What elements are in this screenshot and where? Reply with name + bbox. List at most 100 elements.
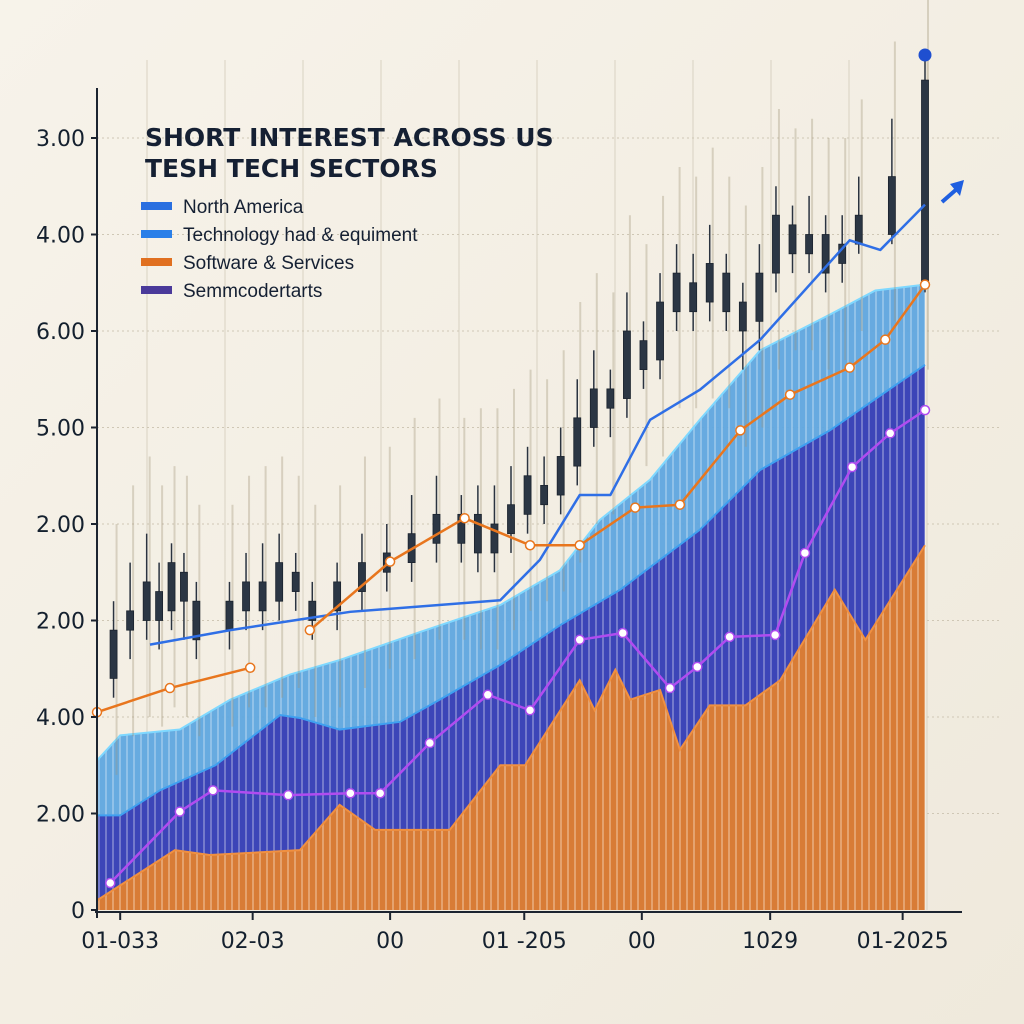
legend-swatch xyxy=(141,202,172,210)
candle-body xyxy=(589,388,598,428)
candle-body xyxy=(432,513,441,544)
candle-body xyxy=(109,629,118,679)
x-axis-ticks: 01-033 02-03 00 01 -205 00 1029 01-2025 xyxy=(81,912,949,954)
candle-body xyxy=(275,562,284,602)
candle-body xyxy=(540,484,549,506)
candle-body xyxy=(821,234,830,274)
candle-body xyxy=(473,513,482,554)
series-lines xyxy=(91,48,932,889)
series-point-1 xyxy=(735,425,746,436)
candle-body xyxy=(507,504,515,535)
candle-body xyxy=(490,523,499,554)
candle-body xyxy=(556,456,565,496)
series-point-2 xyxy=(207,785,219,796)
area-edge-0 xyxy=(96,283,926,762)
series-point-2 xyxy=(884,428,896,439)
legend-label: North America xyxy=(183,197,304,218)
candle-body xyxy=(225,600,234,631)
legend-swatch xyxy=(141,286,172,294)
x-tick-label: 1029 xyxy=(742,929,798,954)
series-point-1 xyxy=(574,539,585,551)
candle-body xyxy=(887,176,896,235)
series-point-1 xyxy=(459,512,470,524)
candle-body xyxy=(142,581,151,621)
candle-body xyxy=(672,272,681,313)
y-tick-label: 4.00 xyxy=(36,224,85,249)
legend-label: Software & Services xyxy=(183,253,354,274)
legend-swatch xyxy=(141,258,172,266)
legend-swatch xyxy=(141,230,172,238)
y-tick-label: 4.00 xyxy=(36,706,85,731)
area-hatch-2 xyxy=(97,545,925,910)
series-point-1 xyxy=(304,624,316,636)
series-point-2 xyxy=(524,704,536,716)
candle-body xyxy=(772,214,780,274)
series-point-1 xyxy=(524,539,536,551)
candle-body xyxy=(755,272,764,322)
series-point-2 xyxy=(799,547,811,559)
chart-title-line-2: TESH TECH SECTORS xyxy=(145,154,438,183)
chart-title-line-1: SHORT INTEREST ACROSS US xyxy=(145,123,554,152)
candle-body xyxy=(308,600,317,621)
series-point-1 xyxy=(384,556,396,567)
candle-body xyxy=(242,581,250,612)
axes xyxy=(95,88,962,918)
candle-body xyxy=(606,388,615,409)
series-point-2 xyxy=(283,789,294,801)
y-tick-label: 5.00 xyxy=(36,417,85,442)
y-tick-label: 2.00 xyxy=(36,513,85,538)
area-layers xyxy=(96,283,926,910)
series-point-2 xyxy=(724,631,735,643)
series-point-2 xyxy=(692,661,703,673)
y-tick-label: 2.00 xyxy=(36,803,85,828)
candlesticks xyxy=(109,0,929,775)
candle-body xyxy=(192,600,201,641)
series-point-1 xyxy=(784,389,796,400)
y-tick-label: 6.00 xyxy=(36,320,85,345)
series-point-2 xyxy=(374,787,386,799)
area-edge-2 xyxy=(96,544,926,902)
candle-body xyxy=(921,79,929,284)
x-tick-label: 02-03 xyxy=(221,929,285,954)
candle-body xyxy=(805,234,813,255)
y-tick-label: 3.00 xyxy=(36,127,85,152)
y-axis-ticks: 0 2.00 4.00 2.00 2.00 5.00 6.00 4.00 3.00 xyxy=(36,127,97,924)
candle-body xyxy=(291,571,300,592)
peak-marker xyxy=(918,48,932,62)
area-edge-1 xyxy=(97,363,926,817)
candle-body xyxy=(738,301,747,332)
series-point-2 xyxy=(482,689,494,701)
x-tick-label: 01 -205 xyxy=(482,929,567,954)
series-line-0 xyxy=(149,203,926,646)
series-point-1 xyxy=(880,334,891,345)
candle-body xyxy=(788,224,797,255)
candle-body xyxy=(854,214,863,245)
series-point-2 xyxy=(664,682,676,694)
series-point-2 xyxy=(846,461,858,473)
series-point-2 xyxy=(919,404,931,416)
series-point-1 xyxy=(674,499,686,510)
candle-body xyxy=(705,263,714,303)
series-point-1 xyxy=(844,362,855,373)
candle-body xyxy=(656,301,664,361)
series-point-2 xyxy=(617,627,629,639)
series-point-2 xyxy=(104,877,116,889)
candle-body xyxy=(722,272,731,313)
series-point-2 xyxy=(345,787,356,799)
series-point-1 xyxy=(629,502,641,513)
candle-body xyxy=(258,581,267,612)
series-point-2 xyxy=(574,634,585,646)
series-point-1 xyxy=(244,662,256,674)
candle-body xyxy=(180,571,188,602)
trend-arrow-icon xyxy=(940,180,964,204)
x-tick-label: 01-033 xyxy=(81,929,159,954)
series-point-2 xyxy=(769,629,781,641)
candle-body xyxy=(126,610,135,631)
legend-label: Semmcodertarts xyxy=(183,281,322,302)
x-tick-label: 00 xyxy=(376,929,404,954)
y-tick-label: 2.00 xyxy=(36,610,85,635)
x-tick-label: 00 xyxy=(628,929,656,954)
candle-body xyxy=(623,330,631,399)
